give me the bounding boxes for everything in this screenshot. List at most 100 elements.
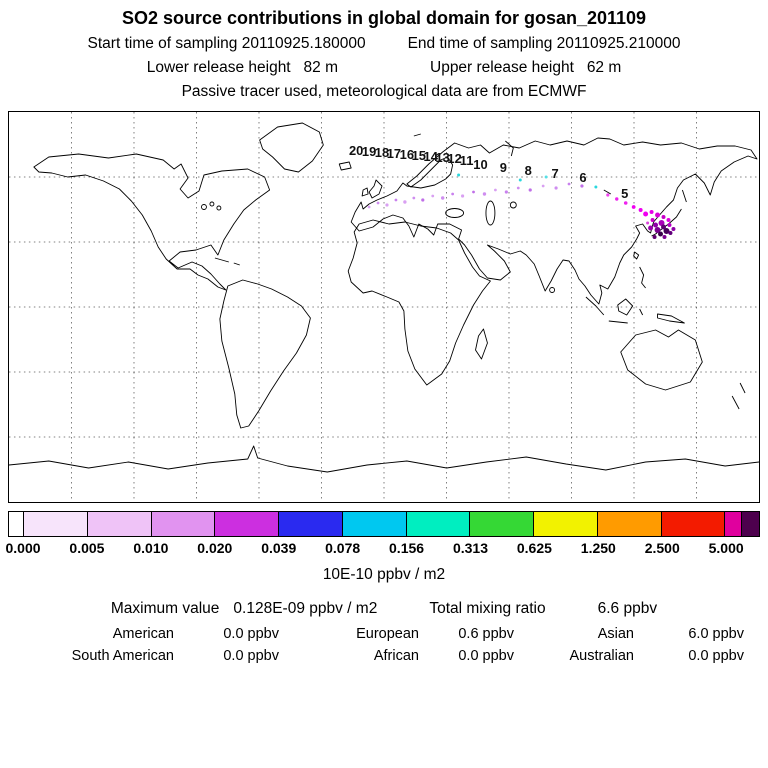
coastline-eurasia xyxy=(350,137,758,305)
region-name: Australian xyxy=(569,648,634,664)
day-label: 13 xyxy=(435,150,449,165)
day-label: 14 xyxy=(424,149,439,164)
black-sea xyxy=(445,208,465,218)
coastline-new-guinea xyxy=(657,313,685,324)
region-value: 6.0 ppbv xyxy=(688,626,744,642)
colorbar-tick: 0.313 xyxy=(452,540,488,556)
colorbar-tick-labels: 0.000 0.005 0.010 0.020 0.039 0.078 0.156 0.313… xyxy=(5,540,760,558)
particle-dot xyxy=(658,231,664,237)
particle-dot xyxy=(654,227,661,233)
particle-dot xyxy=(606,193,610,197)
particle-dot xyxy=(615,197,619,201)
coastline-africa xyxy=(347,219,491,386)
coastline-philippines xyxy=(639,266,646,289)
colorbar-tick: 0.078 xyxy=(325,540,361,556)
particle-dot xyxy=(431,194,435,198)
region-value: 0.0 ppbv xyxy=(688,648,744,664)
particle-dot xyxy=(648,225,654,231)
particle-dot xyxy=(412,196,416,200)
max-value-label: Maximum value xyxy=(110,600,220,617)
end-time-text: End time of sampling 20110925.210000 xyxy=(407,35,681,52)
particle-dot xyxy=(594,185,598,189)
region-name: South American xyxy=(71,648,174,664)
coastline-taiwan xyxy=(633,251,640,260)
colorbar-tick: 0.625 xyxy=(516,540,552,556)
particle-dot xyxy=(457,173,461,177)
colorbar xyxy=(8,511,760,537)
particle-dot xyxy=(403,200,407,204)
particle-dot xyxy=(652,235,657,239)
colorbar-segment xyxy=(742,512,759,536)
colorbar-tick: 1.250 xyxy=(580,540,616,556)
region-name: European xyxy=(356,626,419,642)
lake-superior xyxy=(201,204,207,210)
colorbar-tick: 5.000 xyxy=(708,540,744,556)
particle-dot xyxy=(567,182,571,186)
coastline-borneo xyxy=(617,298,634,316)
coastline-iceland xyxy=(338,161,352,171)
particle-dot xyxy=(671,227,676,231)
particle-dot xyxy=(385,203,389,207)
coastline-cuba xyxy=(214,257,229,263)
particle-dot xyxy=(650,218,655,222)
coastline-ireland xyxy=(361,187,369,197)
colorbar-tick: 0.039 xyxy=(261,540,297,556)
particle-dot xyxy=(646,221,650,225)
lake-baikal xyxy=(603,189,612,195)
day-label: 16 xyxy=(400,147,414,162)
particle-dot xyxy=(451,192,455,196)
colorbar-segment xyxy=(24,512,88,536)
lower-release-text: Lower release height 82 m xyxy=(146,59,338,76)
particle-dot xyxy=(494,188,497,192)
particle-dot xyxy=(643,211,649,217)
coastline-hispaniola xyxy=(233,262,240,266)
particle-dot xyxy=(580,184,584,188)
release-heights-line: Lower release height 82 m Upper release … xyxy=(0,59,768,77)
colorbar-segment xyxy=(87,512,152,536)
day-label: 18 xyxy=(375,145,389,160)
particle-dot xyxy=(472,190,475,194)
colorbar-segment xyxy=(470,512,534,536)
coastline-sakhalin xyxy=(681,189,687,203)
colorbar-segment xyxy=(534,512,598,536)
day-label: 15 xyxy=(412,148,426,163)
coastline-greenland xyxy=(259,122,324,173)
coastline-north-america xyxy=(33,153,271,291)
colorbar-segment xyxy=(661,512,726,536)
particle-dot xyxy=(528,188,532,192)
particle-dot xyxy=(440,196,445,200)
coastline-sumatra xyxy=(585,296,605,316)
colorbar-tick: 0.156 xyxy=(389,540,425,556)
colorbar-segment xyxy=(9,512,24,536)
page-title: SO2 source contributions in global domai… xyxy=(121,8,647,28)
colorbar-tick: 0.000 xyxy=(5,540,41,556)
total-mixing-ratio-label: Total mixing ratio xyxy=(429,600,546,617)
coastline-australia xyxy=(620,329,703,391)
coastline-antarctica xyxy=(9,445,759,473)
coastline-madagascar xyxy=(475,328,488,360)
particle-dot xyxy=(667,223,672,227)
particle-dot xyxy=(376,201,380,205)
day-label: 7 xyxy=(551,166,558,181)
colorbar-segment xyxy=(215,512,279,536)
particle-dot xyxy=(668,231,673,235)
lake-ontario xyxy=(216,205,222,211)
max-value: 0.128E-09 ppbv / m2 xyxy=(233,600,378,617)
tracer-line: Passive tracer used, meteorological data… xyxy=(0,83,768,101)
day-label: 6 xyxy=(579,170,586,185)
lake-huron xyxy=(209,201,215,207)
particle-dot xyxy=(631,205,636,209)
coastline-new-zealand-south xyxy=(731,395,740,410)
particle-dot xyxy=(638,208,643,212)
sri-lanka xyxy=(549,287,556,293)
upper-release-text: Upper release height 62 m xyxy=(430,59,622,76)
sampling-times-line: Start time of sampling 20110925.180000 E… xyxy=(0,35,768,53)
colorbar-segment xyxy=(406,512,471,536)
region-value: 0.0 ppbv xyxy=(223,648,279,664)
coastline-java xyxy=(608,320,628,324)
coastline-sulawesi xyxy=(639,308,644,316)
colorbar-segment xyxy=(151,512,216,536)
particle-dot xyxy=(504,190,508,194)
